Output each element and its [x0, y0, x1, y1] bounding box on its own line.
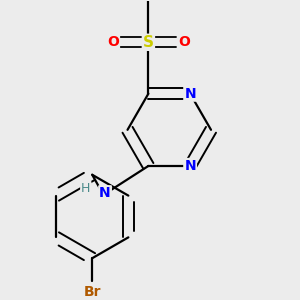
- Text: H: H: [81, 182, 91, 195]
- Text: O: O: [107, 35, 119, 49]
- Text: S: S: [143, 35, 154, 50]
- Text: N: N: [184, 159, 196, 173]
- Text: N: N: [99, 186, 111, 200]
- Text: N: N: [184, 87, 196, 101]
- Text: O: O: [178, 35, 190, 49]
- Text: Br: Br: [83, 285, 101, 299]
